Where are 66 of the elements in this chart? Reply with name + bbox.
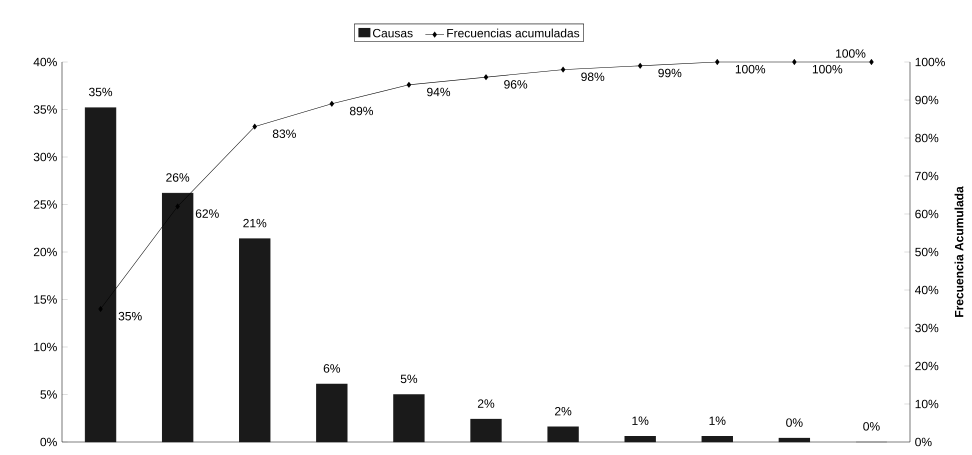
y-tick-label: 0% (40, 438, 57, 446)
y2-tick-label: 100% (916, 58, 945, 66)
data-label: 94% (427, 88, 450, 96)
bar (84, 107, 116, 442)
bar (778, 438, 810, 442)
bar (547, 426, 579, 442)
y2-tick-label: 20% (915, 362, 938, 370)
y2-axis-title: Frecuencia Acumulada (954, 186, 964, 317)
y-tick-label: 5% (40, 390, 57, 399)
y-tick-label: 35% (34, 105, 57, 114)
y2-tick-label: 40% (914, 286, 938, 294)
data-label: 2% (555, 406, 572, 416)
point (869, 59, 874, 65)
y2-tick-label: 50% (915, 248, 938, 256)
data-label: 26% (166, 173, 190, 182)
data-label: 0% (863, 422, 880, 431)
data-label: 83% (272, 130, 296, 138)
data-label: 100% (812, 64, 842, 74)
data-label: 1% (710, 416, 726, 425)
data-label: 1% (632, 416, 648, 425)
y2-tick-label: 10% (916, 400, 938, 408)
data-label: 100% (736, 64, 766, 74)
legend-label: Causas (373, 28, 413, 38)
y-tick-label: 20% (34, 248, 57, 256)
y-tick-label: 15% (34, 295, 57, 304)
bar (162, 192, 194, 442)
data-label: 5% (400, 374, 418, 384)
bar (702, 436, 733, 442)
bar (470, 418, 502, 442)
bar (316, 384, 348, 442)
data-label: 35% (89, 88, 112, 96)
y2-tick-label: 0% (915, 438, 932, 446)
point (560, 66, 566, 73)
y2-tick-label: 30% (915, 324, 938, 332)
data-label: 0% (786, 418, 803, 427)
data-label: 89% (350, 106, 374, 116)
y-tick-label: 40% (34, 58, 57, 66)
data-label: 6% (324, 364, 340, 373)
y-tick-label: 30% (34, 152, 57, 162)
data-label: 96% (504, 80, 528, 89)
bar (624, 436, 656, 442)
point (175, 203, 180, 210)
point (406, 82, 412, 88)
point (484, 74, 488, 80)
bar (393, 394, 425, 442)
y2-tick-label: 60% (915, 210, 938, 218)
y-tick-label: 10% (34, 342, 57, 352)
data-label: 100% (836, 49, 866, 58)
legend-label: Frecuencias acumuladas (447, 28, 580, 38)
point (330, 100, 334, 107)
data-label: 99% (658, 68, 682, 78)
data-label: 2% (478, 399, 494, 408)
data-label: 98% (581, 72, 604, 82)
y2-tick-label: 90% (915, 96, 938, 104)
data-label: 62% (196, 209, 219, 218)
y2-tick-label: 70% (915, 172, 938, 180)
point (98, 306, 103, 312)
point (252, 124, 257, 130)
y-tick-label: 25% (34, 200, 57, 209)
data-label: 35% (118, 312, 142, 320)
data-label: 21% (243, 218, 266, 228)
point (715, 59, 720, 65)
point (638, 62, 642, 69)
bar (239, 238, 270, 442)
y2-tick-label: 80% (915, 134, 938, 142)
point (792, 59, 797, 65)
